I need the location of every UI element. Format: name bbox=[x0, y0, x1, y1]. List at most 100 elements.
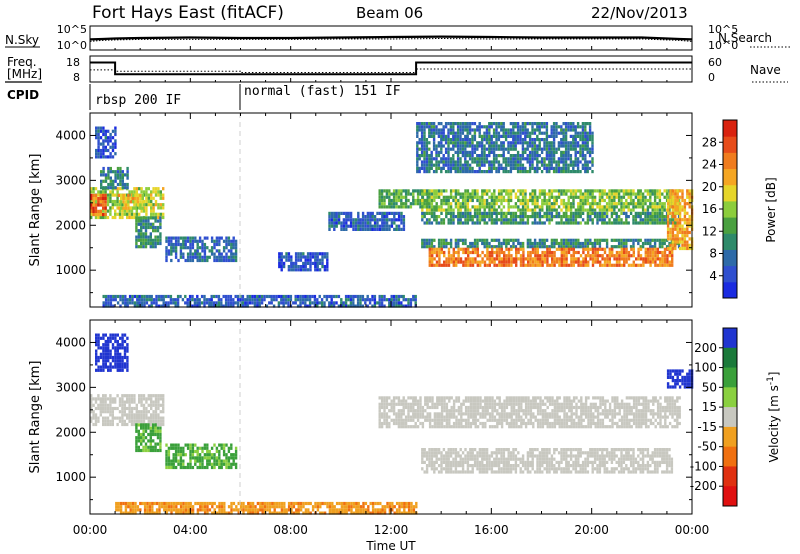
echo-cell bbox=[95, 152, 98, 156]
echo-cell bbox=[647, 247, 650, 251]
echo-cell bbox=[574, 241, 578, 246]
echo-cell bbox=[555, 128, 558, 132]
echo-cell bbox=[543, 163, 546, 167]
echo-cell bbox=[586, 138, 589, 142]
echo-cell bbox=[229, 304, 233, 308]
echo-cell bbox=[553, 238, 556, 242]
echo-cell bbox=[485, 154, 489, 158]
echo-cell bbox=[421, 202, 424, 206]
echo-cell bbox=[625, 254, 628, 258]
echo-cell bbox=[452, 260, 455, 264]
echo-cell bbox=[488, 125, 491, 129]
echo-cell bbox=[182, 246, 185, 250]
echo-cell bbox=[564, 150, 568, 154]
echo-cell bbox=[388, 205, 391, 209]
echo-cell bbox=[452, 254, 455, 258]
echo-cell bbox=[491, 254, 494, 258]
echo-cell bbox=[492, 144, 496, 148]
echo-cell bbox=[683, 198, 687, 203]
echo-cell bbox=[323, 268, 327, 272]
echo-cell bbox=[504, 138, 508, 142]
echo-cell bbox=[666, 260, 669, 264]
echo-cell bbox=[425, 141, 429, 145]
echo-cell bbox=[459, 150, 462, 154]
echo-cell bbox=[121, 346, 124, 350]
echo-cell bbox=[688, 221, 691, 225]
echo-cell bbox=[574, 192, 578, 196]
echo-cell bbox=[548, 163, 551, 167]
echo-cell bbox=[634, 238, 638, 242]
echo-cell bbox=[646, 221, 650, 225]
echo-cell bbox=[569, 238, 573, 242]
echo-cell bbox=[498, 257, 501, 261]
echo-cell bbox=[107, 349, 110, 353]
echo-cell bbox=[452, 144, 455, 148]
echo-cell bbox=[567, 195, 570, 199]
echo-cell bbox=[605, 211, 609, 215]
echo-cell bbox=[555, 163, 558, 167]
echo-cell bbox=[517, 195, 520, 199]
echo-cell bbox=[562, 238, 566, 242]
echo-cell bbox=[495, 170, 498, 174]
echo-cell bbox=[539, 254, 542, 258]
echo-cell bbox=[610, 238, 614, 242]
echo-cell bbox=[656, 205, 659, 209]
echo-cell bbox=[397, 294, 401, 299]
echo-cell bbox=[135, 212, 138, 216]
echo-cell bbox=[440, 250, 443, 255]
echo-cell bbox=[172, 249, 175, 253]
echo-cell bbox=[676, 202, 679, 206]
echo-cell bbox=[407, 205, 410, 209]
echo-cell bbox=[236, 301, 240, 305]
echo-cell bbox=[521, 198, 525, 203]
echo-cell bbox=[392, 205, 396, 209]
echo-cell bbox=[658, 218, 662, 222]
echo-cell bbox=[114, 179, 117, 183]
echo-cell bbox=[676, 205, 679, 209]
echo-cell bbox=[189, 462, 192, 466]
echo-cell bbox=[613, 238, 616, 242]
echo-cell bbox=[515, 263, 518, 267]
echo-cell bbox=[302, 261, 305, 265]
echo-cell bbox=[615, 215, 618, 219]
echo-cell bbox=[308, 298, 312, 302]
echo-cell bbox=[461, 131, 465, 135]
echo-cell bbox=[490, 245, 494, 249]
echo-cell bbox=[492, 154, 496, 158]
echo-cell bbox=[456, 138, 460, 142]
echo-cell bbox=[536, 128, 539, 132]
echo-cell bbox=[560, 192, 563, 196]
echo-cell bbox=[361, 218, 365, 222]
echo-cell bbox=[579, 195, 582, 199]
echo-cell bbox=[106, 419, 110, 423]
echo-cell bbox=[497, 218, 501, 222]
echo-cell bbox=[167, 456, 171, 460]
echo-cell bbox=[316, 304, 319, 308]
echo-cell bbox=[318, 252, 322, 256]
echo-cell bbox=[610, 208, 614, 212]
echo-cell bbox=[135, 426, 138, 430]
echo-cell bbox=[488, 241, 491, 246]
echo-cell bbox=[681, 192, 684, 196]
echo-cell bbox=[529, 241, 532, 246]
echo-cell bbox=[512, 221, 515, 225]
echo-cell bbox=[430, 154, 433, 158]
echo-cell bbox=[206, 449, 209, 454]
echo-cell bbox=[598, 192, 602, 196]
echo-cell bbox=[182, 462, 185, 466]
echo-cell bbox=[490, 202, 494, 206]
echo-cell bbox=[430, 245, 434, 249]
echo-cell bbox=[639, 238, 642, 242]
echo-cell bbox=[669, 227, 672, 231]
echo-cell bbox=[107, 339, 110, 344]
echo-cell bbox=[157, 298, 161, 302]
echo-cell bbox=[586, 215, 590, 219]
echo-cell bbox=[663, 221, 666, 225]
echo-cell bbox=[666, 237, 670, 241]
echo-cell bbox=[586, 147, 589, 151]
echo-cell bbox=[529, 238, 532, 242]
echo-cell bbox=[603, 215, 606, 219]
echo-cell bbox=[304, 268, 307, 272]
echo-cell bbox=[210, 465, 214, 470]
echo-cell bbox=[639, 192, 642, 196]
